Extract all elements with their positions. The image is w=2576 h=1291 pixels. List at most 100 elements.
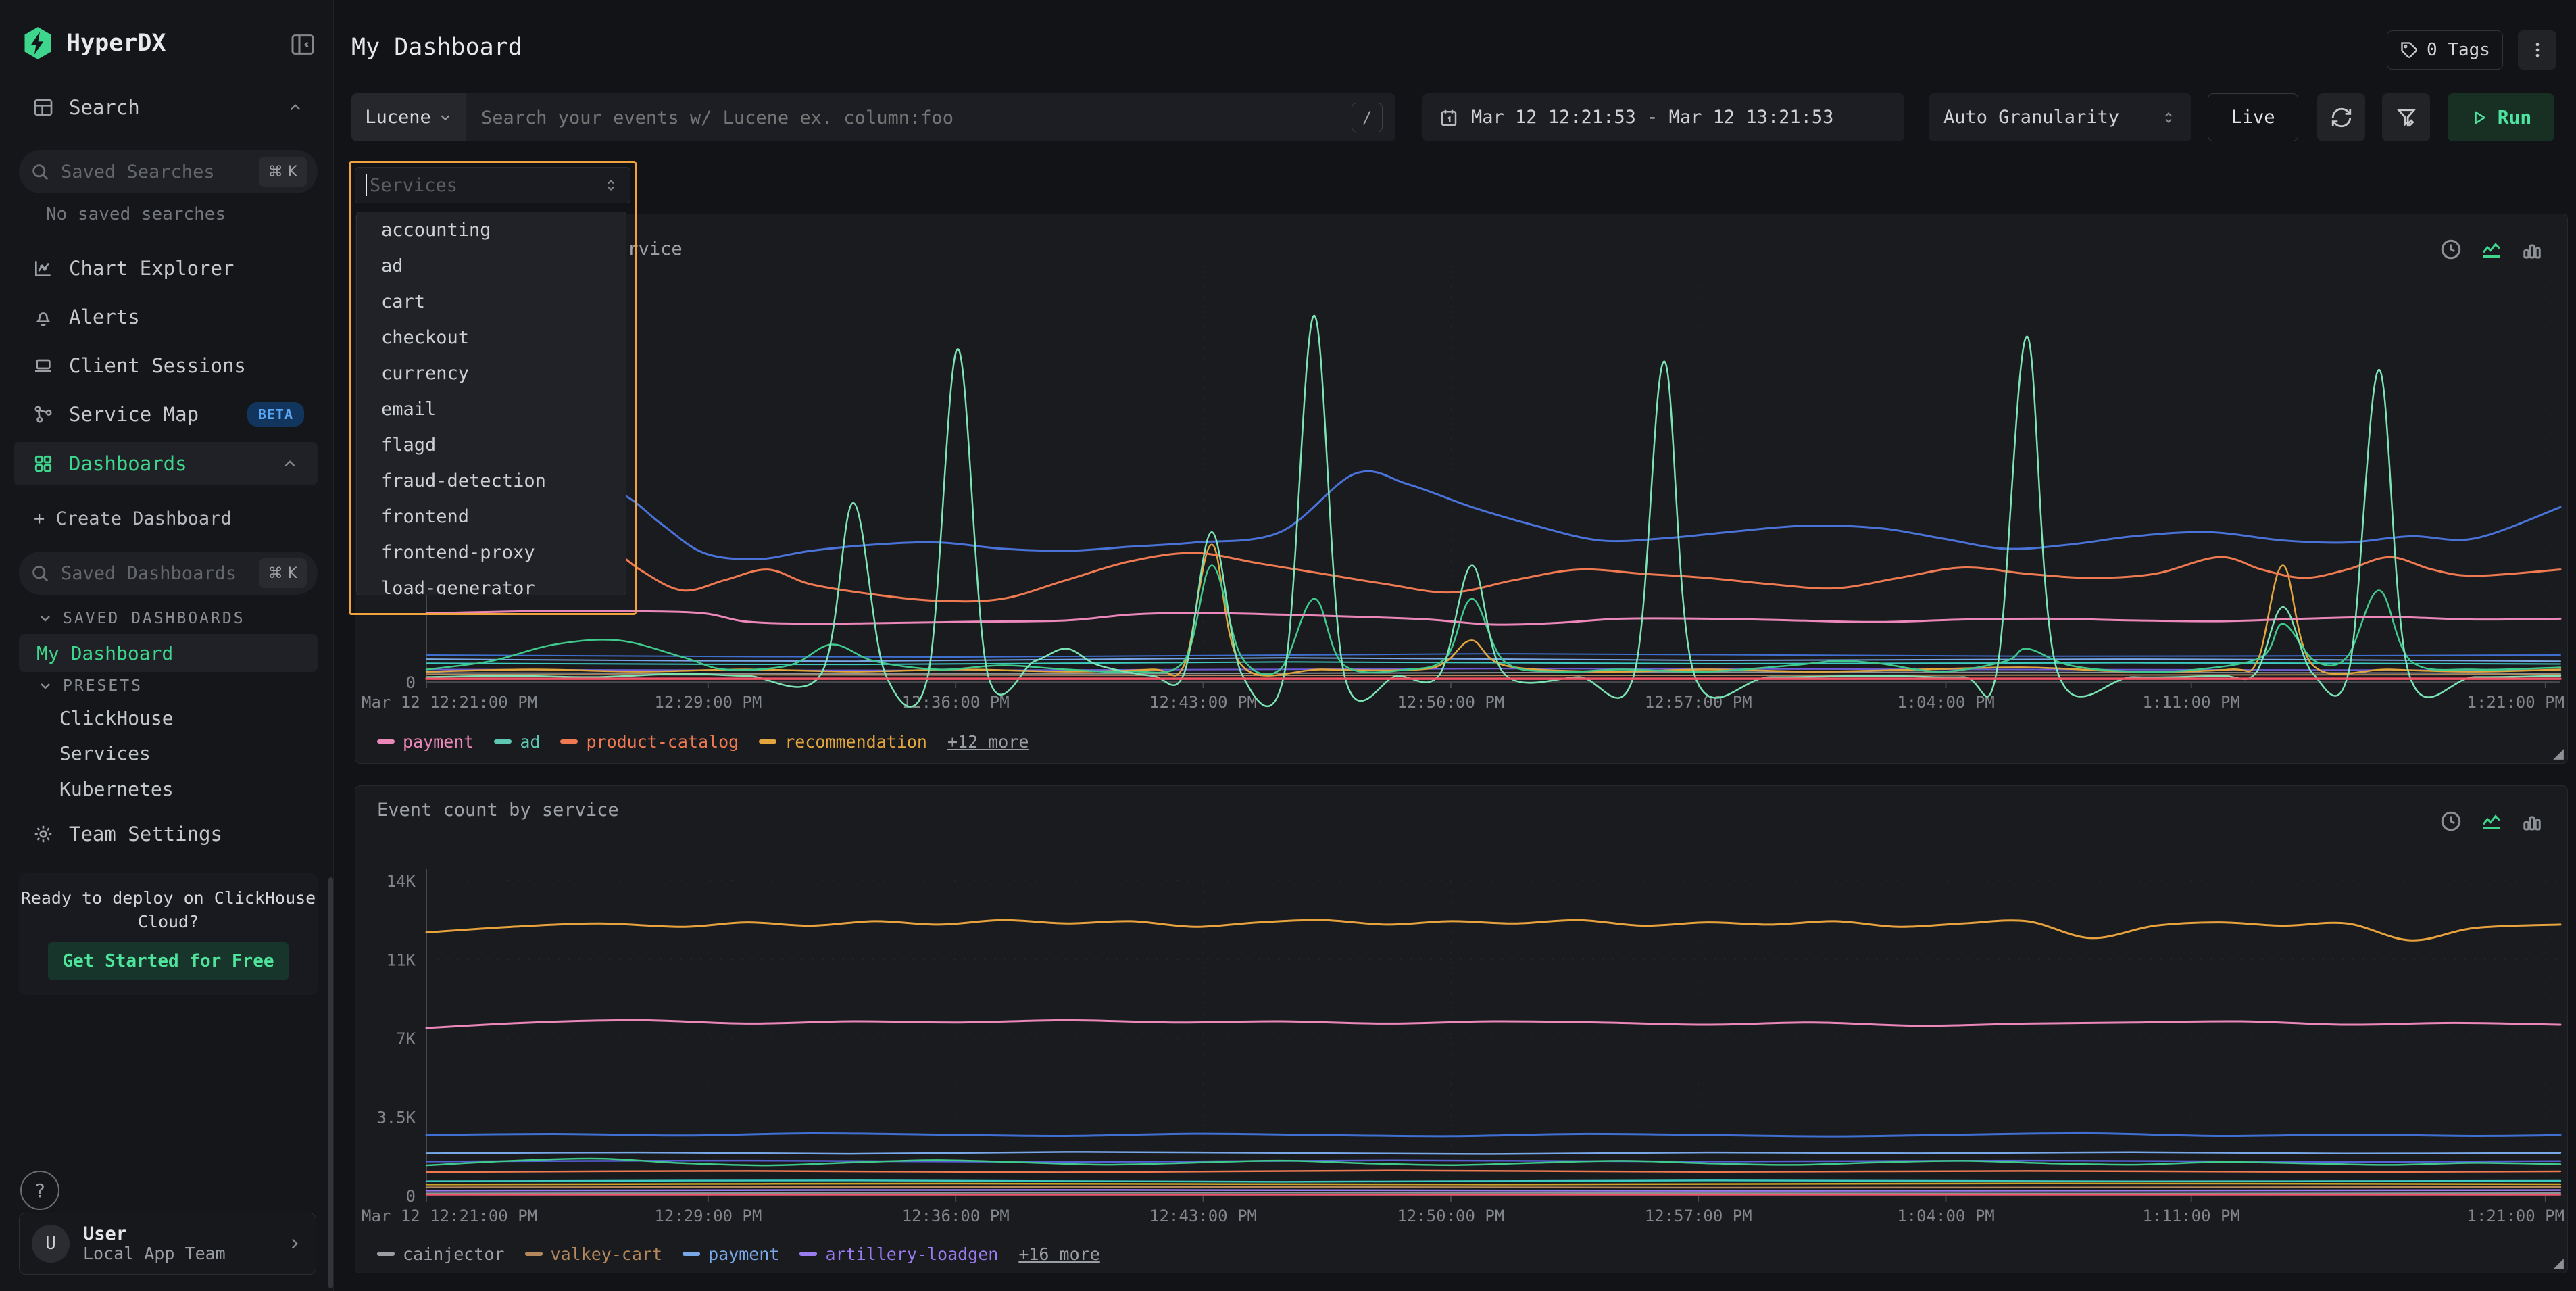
help-button[interactable]: ? <box>20 1171 59 1210</box>
live-button[interactable]: Live <box>2208 93 2298 141</box>
run-button[interactable]: Run <box>2448 93 2554 141</box>
preset-services[interactable]: Services <box>59 742 151 764</box>
services-option[interactable]: frontend <box>381 506 470 527</box>
slash-shortcut-badge: / <box>1352 103 1383 132</box>
x-tick-label: 1:04:00 PM <box>1897 1207 1995 1225</box>
legend-item[interactable]: artillery-loadgen <box>799 1244 998 1264</box>
legend-item[interactable]: ad <box>494 732 540 752</box>
series-blue <box>425 1131 2562 1138</box>
panel-resize-handle[interactable] <box>2552 1258 2565 1270</box>
services-option[interactable]: frontend-proxy <box>381 542 535 563</box>
x-tick-label: 12:50:00 PM <box>1397 1207 1504 1225</box>
legend-more-link[interactable]: +16 more <box>1018 1244 1100 1264</box>
sidebar-scrollbar[interactable] <box>328 877 333 1288</box>
legend-item[interactable]: payment <box>683 1244 779 1264</box>
services-option[interactable]: ad <box>381 255 403 276</box>
x-tick-label: 1:11:00 PM <box>2142 693 2240 712</box>
dashboard-menu-button[interactable] <box>2518 30 2556 70</box>
y-tick-label: 0 <box>406 673 416 692</box>
legend-item[interactable]: recommendation <box>759 732 927 752</box>
date-range-picker[interactable]: Mar 12 12:21:53 - Mar 12 13:21:53 <box>1422 93 1904 141</box>
get-started-button[interactable]: Get Started for Free <box>48 942 289 980</box>
series-teal <box>425 1179 2562 1183</box>
saved-dashboards-input[interactable] <box>59 562 249 585</box>
sidebar-item-search[interactable]: Search <box>19 88 318 127</box>
panel-resize-handle[interactable] <box>2552 748 2565 760</box>
sidebar-item-team-settings[interactable]: Team Settings <box>19 815 318 853</box>
series-recommendation <box>425 543 2562 677</box>
sidebar-item-chart-explorer[interactable]: Chart Explorer <box>19 249 318 288</box>
line-chart-toggle-icon[interactable] <box>2479 809 2504 833</box>
chevron-up-icon[interactable] <box>281 455 299 472</box>
chart-panel-event-count: Event count by service Mar 12 12:21:00 P… <box>355 785 2568 1273</box>
collapse-sidebar-icon[interactable] <box>289 31 316 58</box>
services-option[interactable]: email <box>381 399 437 420</box>
services-filter-input-wrap[interactable] <box>355 167 630 203</box>
granularity-select[interactable]: Auto Granularity <box>1929 93 2191 141</box>
sidebar-item-alerts[interactable]: Alerts <box>19 297 318 337</box>
services-option[interactable]: fraud-detection <box>381 470 546 491</box>
section-label: PRESETS <box>63 677 143 695</box>
legend-item[interactable]: cainjector <box>377 1244 505 1264</box>
sidebar-item-client-sessions[interactable]: Client Sessions <box>19 346 318 385</box>
line-chart-toggle-icon[interactable] <box>2479 237 2504 262</box>
sidebar-item-service-map[interactable]: Service Map BETA <box>19 395 318 434</box>
bar-chart-toggle-icon[interactable] <box>2520 237 2544 262</box>
create-dashboard-button[interactable]: + Create Dashboard <box>34 508 232 529</box>
preset-kubernetes[interactable]: Kubernetes <box>59 778 174 800</box>
series-baseline-lightblue <box>426 657 2561 662</box>
chart-explorer-icon <box>32 258 54 279</box>
filter-button[interactable] <box>2382 93 2430 141</box>
live-label: Live <box>2231 107 2275 128</box>
chart-controls <box>2439 809 2544 833</box>
services-option[interactable]: load-generator <box>381 578 535 595</box>
refresh-button[interactable] <box>2317 93 2365 141</box>
chevron-up-icon[interactable] <box>287 99 304 116</box>
chart-controls <box>2439 237 2544 262</box>
latency-chart-canvas[interactable]: Mar 12 12:21:00 PM 12:29:00 PM 12:36:00 PM… <box>355 214 2567 763</box>
legend-label: artillery-loadgen <box>825 1244 999 1264</box>
x-tick-label: 12:29:00 PM <box>654 1207 762 1225</box>
bar-chart-toggle-icon[interactable] <box>2520 809 2544 833</box>
services-option[interactable]: cart <box>381 291 426 312</box>
time-range-icon[interactable] <box>2439 809 2463 833</box>
preset-clickhouse[interactable]: ClickHouse <box>59 707 174 729</box>
services-option[interactable]: currency <box>381 363 470 384</box>
series-coral <box>425 1169 2562 1173</box>
bell-icon <box>32 306 54 328</box>
section-saved-dashboards[interactable]: SAVED DASHBOARDS <box>37 610 245 627</box>
services-option[interactable]: flagd <box>381 435 437 456</box>
language-select[interactable]: Lucene <box>351 93 466 141</box>
services-option[interactable]: accounting <box>381 220 491 241</box>
series-payment <box>425 1151 2562 1155</box>
services-filter-input[interactable] <box>368 174 603 197</box>
saved-dashboards-search[interactable]: ⌘ K <box>19 552 318 595</box>
services-option[interactable]: checkout <box>381 327 470 348</box>
logo[interactable]: HyperDX <box>20 24 166 62</box>
sidebar-item-my-dashboard[interactable]: My Dashboard <box>19 634 318 672</box>
legend-item[interactable]: product-catalog <box>560 732 739 752</box>
filter-edit-icon <box>2395 106 2418 129</box>
x-tick-label: 12:29:00 PM <box>654 693 762 712</box>
saved-searches-input[interactable] <box>59 160 249 183</box>
cloud-card-text-line1: Ready to deploy on ClickHouse <box>20 888 316 908</box>
legend-item[interactable]: payment <box>377 732 474 752</box>
selector-updown-icon <box>603 177 619 193</box>
chevron-down-icon <box>37 610 53 627</box>
user-menu[interactable]: U User Local App Team <box>19 1213 316 1275</box>
series-baseline-blue2 <box>426 653 2561 658</box>
chevron-down-icon <box>438 110 453 125</box>
event-count-chart-canvas[interactable]: Mar 12 12:21:00 PM 12:29:00 PM 12:36:00 PM… <box>355 786 2567 1273</box>
tags-button[interactable]: 0 Tags <box>2387 30 2503 70</box>
time-range-icon[interactable] <box>2439 237 2463 262</box>
sidebar-item-dashboards[interactable]: Dashboards <box>14 442 318 485</box>
legend-item[interactable]: valkey-cart <box>524 1244 662 1264</box>
search-input[interactable] <box>480 93 1334 143</box>
service-map-icon <box>32 404 54 425</box>
legend-more-link[interactable]: +12 more <box>947 731 1029 752</box>
shortcut-badge: ⌘ K <box>258 157 307 187</box>
legend-label: ad <box>520 731 541 752</box>
shortcut-badge: ⌘ K <box>258 558 307 588</box>
saved-searches-search[interactable]: ⌘ K <box>19 150 318 193</box>
section-presets[interactable]: PRESETS <box>37 677 143 695</box>
